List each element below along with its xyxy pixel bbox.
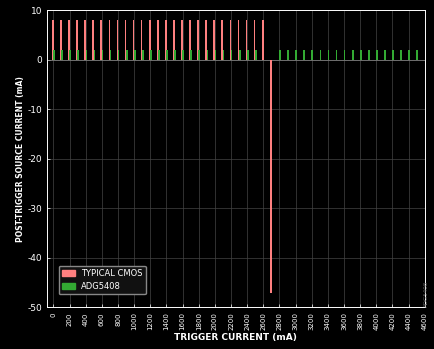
Bar: [399, 50, 401, 60]
Bar: [173, 20, 174, 60]
Bar: [269, 60, 271, 292]
Bar: [335, 50, 337, 60]
Bar: [92, 20, 94, 60]
Bar: [197, 20, 198, 60]
Bar: [174, 50, 176, 60]
Bar: [198, 50, 200, 60]
Bar: [415, 50, 417, 60]
Bar: [214, 50, 216, 60]
Bar: [254, 50, 256, 60]
Bar: [53, 50, 55, 60]
Bar: [253, 20, 255, 60]
Bar: [302, 50, 304, 60]
Bar: [76, 20, 78, 60]
Bar: [148, 20, 150, 60]
Bar: [93, 50, 95, 60]
Bar: [100, 20, 102, 60]
Bar: [230, 50, 232, 60]
Bar: [359, 50, 361, 60]
Bar: [60, 20, 62, 60]
Bar: [164, 20, 166, 60]
Bar: [190, 50, 192, 60]
Bar: [150, 50, 151, 60]
Bar: [205, 20, 207, 60]
Y-axis label: POST-TRIGGER SOURCE CURRENT (mA): POST-TRIGGER SOURCE CURRENT (mA): [16, 76, 25, 242]
Bar: [61, 50, 63, 60]
Bar: [85, 50, 87, 60]
Bar: [319, 50, 320, 60]
Text: ADG5408: ADG5408: [422, 281, 427, 307]
Bar: [221, 20, 223, 60]
Bar: [279, 50, 280, 60]
Bar: [166, 50, 168, 60]
Bar: [311, 50, 312, 60]
Bar: [69, 50, 71, 60]
Bar: [132, 20, 134, 60]
Bar: [125, 50, 127, 60]
Bar: [118, 50, 119, 60]
Bar: [375, 50, 377, 60]
Bar: [116, 20, 118, 60]
Bar: [141, 50, 143, 60]
Bar: [68, 20, 70, 60]
Bar: [238, 50, 240, 60]
Bar: [158, 50, 159, 60]
Bar: [222, 50, 224, 60]
Bar: [206, 50, 208, 60]
Bar: [383, 50, 385, 60]
Bar: [261, 20, 263, 60]
Bar: [189, 20, 191, 60]
Bar: [367, 50, 369, 60]
Bar: [52, 20, 54, 60]
Bar: [229, 20, 231, 60]
Bar: [343, 50, 345, 60]
Bar: [295, 50, 296, 60]
Bar: [102, 50, 103, 60]
Bar: [77, 50, 79, 60]
Bar: [213, 20, 215, 60]
Bar: [109, 50, 111, 60]
Bar: [84, 20, 86, 60]
Bar: [245, 20, 247, 60]
Bar: [351, 50, 353, 60]
Bar: [125, 20, 126, 60]
Bar: [141, 20, 142, 60]
Bar: [237, 20, 239, 60]
Bar: [327, 50, 329, 60]
Legend: TYPICAL CMOS, ADG5408: TYPICAL CMOS, ADG5408: [59, 266, 146, 294]
Bar: [391, 50, 393, 60]
Bar: [181, 20, 182, 60]
Bar: [108, 20, 110, 60]
Bar: [182, 50, 184, 60]
X-axis label: TRIGGER CURRENT (mA): TRIGGER CURRENT (mA): [174, 333, 296, 342]
Bar: [286, 50, 288, 60]
Bar: [247, 50, 248, 60]
Bar: [408, 50, 409, 60]
Bar: [134, 50, 135, 60]
Bar: [157, 20, 158, 60]
